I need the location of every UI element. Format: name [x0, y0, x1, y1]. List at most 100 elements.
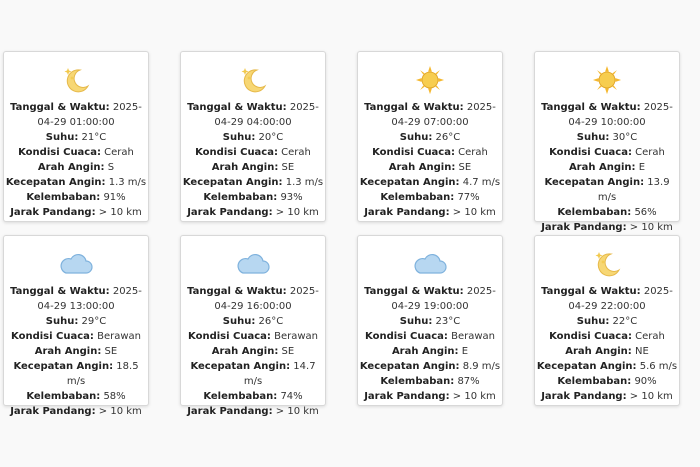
temp-row: Suhu: 29°C	[4, 314, 148, 329]
humidity-value: 90%	[634, 376, 657, 387]
wind-direction-row: Arah Angin: E	[358, 344, 502, 359]
wind-direction-value: SE	[281, 346, 295, 357]
visibility-row: Jarak Pandang: > 10 km	[358, 389, 502, 404]
datetime-value: 2025-04-29 04:00:00	[214, 102, 319, 128]
wind-speed-row: Kecepatan Angin: 1.3 m/s	[181, 175, 325, 190]
forecast-card: Tanggal & Waktu: 2025-04-29 13:00:00 Suhu…	[3, 235, 149, 417]
humidity-label: Kelembaban:	[203, 391, 278, 402]
wind-speed-label: Kecepatan Angin:	[544, 177, 645, 188]
forecast-card: Tanggal & Waktu: 2025-04-29 07:00:00 Suhu…	[357, 51, 503, 222]
wind-direction-label: Arah Angin:	[34, 346, 102, 357]
wind-direction-label: Arah Angin:	[391, 346, 459, 357]
visibility-row: Jarak Pandang: > 10 km	[535, 220, 679, 235]
forecast-card: Tanggal & Waktu: 2025-04-29 22:00:00 Suhu…	[534, 235, 680, 406]
condition-label: Kondisi Cuaca:	[11, 331, 94, 342]
condition-value: Berawan	[274, 331, 318, 342]
humidity-label: Kelembaban:	[203, 192, 278, 203]
condition-row: Kondisi Cuaca: Berawan	[358, 329, 502, 344]
condition-value: Berawan	[451, 331, 495, 342]
wind-speed-label: Kecepatan Angin:	[536, 361, 637, 372]
datetime-label: Tanggal & Waktu:	[541, 102, 641, 113]
datetime-row: Tanggal & Waktu: 2025-04-29 04:00:00	[181, 100, 325, 130]
temp-row: Suhu: 26°C	[181, 314, 325, 329]
visibility-label: Jarak Pandang:	[187, 207, 273, 218]
sun-icon	[358, 64, 502, 96]
wind-direction-value: E	[638, 162, 646, 173]
wind-speed-value: 18.5 m/s	[66, 361, 139, 387]
datetime-value: 2025-04-29 13:00:00	[37, 286, 142, 312]
wind-speed-row: Kecepatan Angin: 18.5 m/s	[4, 359, 148, 389]
visibility-row: Jarak Pandang: > 10 km	[535, 389, 679, 404]
condition-value: Berawan	[97, 331, 141, 342]
datetime-value: 2025-04-29 16:00:00	[214, 286, 319, 312]
wind-speed-value: 5.6 m/s	[639, 361, 678, 372]
humidity-label: Kelembaban:	[380, 192, 455, 203]
temp-row: Suhu: 23°C	[358, 314, 502, 329]
humidity-value: 77%	[457, 192, 480, 203]
datetime-value: 2025-04-29 19:00:00	[391, 286, 496, 312]
condition-row: Kondisi Cuaca: Cerah	[181, 145, 325, 160]
wind-speed-row: Kecepatan Angin: 5.6 m/s	[535, 359, 679, 374]
visibility-value: > 10 km	[452, 207, 496, 218]
wind-direction-value: SE	[281, 162, 295, 173]
temp-value: 30°C	[612, 132, 638, 143]
temp-label: Suhu:	[576, 316, 610, 327]
temp-value: 23°C	[435, 316, 461, 327]
humidity-value: 91%	[103, 192, 126, 203]
condition-label: Kondisi Cuaca:	[372, 147, 455, 158]
visibility-label: Jarak Pandang:	[187, 406, 273, 417]
wind-direction-label: Arah Angin:	[211, 346, 279, 357]
wind-direction-value: SE	[104, 346, 118, 357]
wind-speed-label: Kecepatan Angin:	[190, 361, 291, 372]
humidity-label: Kelembaban:	[557, 376, 632, 387]
temp-label: Suhu:	[399, 132, 433, 143]
wind-speed-value: 1.3 m/s	[108, 177, 147, 188]
humidity-row: Kelembaban: 58%	[4, 389, 148, 404]
visibility-row: Jarak Pandang: > 10 km	[4, 205, 148, 220]
cloud-icon	[181, 248, 325, 280]
humidity-row: Kelembaban: 77%	[358, 190, 502, 205]
wind-speed-row: Kecepatan Angin: 1.3 m/s	[4, 175, 148, 190]
condition-label: Kondisi Cuaca:	[549, 147, 632, 158]
temp-value: 20°C	[258, 132, 284, 143]
humidity-label: Kelembaban:	[26, 391, 101, 402]
wind-speed-row: Kecepatan Angin: 4.7 m/s	[358, 175, 502, 190]
wind-speed-value: 1.3 m/s	[285, 177, 324, 188]
humidity-value: 93%	[280, 192, 303, 203]
temp-row: Suhu: 21°C	[4, 130, 148, 145]
moon-icon	[535, 248, 679, 280]
humidity-row: Kelembaban: 87%	[358, 374, 502, 389]
wind-direction-value: SE	[458, 162, 472, 173]
datetime-label: Tanggal & Waktu:	[187, 102, 287, 113]
condition-row: Kondisi Cuaca: Cerah	[358, 145, 502, 160]
datetime-label: Tanggal & Waktu:	[187, 286, 287, 297]
wind-speed-label: Kecepatan Angin:	[13, 361, 114, 372]
datetime-label: Tanggal & Waktu:	[364, 102, 464, 113]
wind-direction-row: Arah Angin: SE	[181, 344, 325, 359]
forecast-card: Tanggal & Waktu: 2025-04-29 04:00:00 Suhu…	[180, 51, 326, 222]
forecast-card: Tanggal & Waktu: 2025-04-29 10:00:00 Suhu…	[534, 51, 680, 233]
humidity-value: 87%	[457, 376, 480, 387]
wind-direction-label: Arah Angin:	[37, 162, 105, 173]
datetime-row: Tanggal & Waktu: 2025-04-29 16:00:00	[181, 284, 325, 314]
wind-speed-value: 14.7 m/s	[243, 361, 316, 387]
condition-value: Cerah	[635, 331, 665, 342]
temp-value: 29°C	[81, 316, 107, 327]
temp-label: Suhu:	[45, 316, 79, 327]
visibility-label: Jarak Pandang:	[364, 391, 450, 402]
temp-row: Suhu: 26°C	[358, 130, 502, 145]
datetime-value: 2025-04-29 22:00:00	[568, 286, 673, 312]
wind-direction-row: Arah Angin: SE	[181, 160, 325, 175]
condition-label: Kondisi Cuaca:	[549, 331, 632, 342]
cloud-icon	[4, 248, 148, 280]
moon-icon	[181, 64, 325, 96]
wind-direction-row: Arah Angin: SE	[358, 160, 502, 175]
wind-speed-value: 13.9 m/s	[597, 177, 670, 203]
condition-row: Kondisi Cuaca: Berawan	[181, 329, 325, 344]
wind-speed-label: Kecepatan Angin:	[359, 361, 460, 372]
visibility-value: > 10 km	[629, 391, 673, 402]
visibility-label: Jarak Pandang:	[364, 207, 450, 218]
temp-row: Suhu: 20°C	[181, 130, 325, 145]
forecast-card: Tanggal & Waktu: 2025-04-29 01:00:00 Suhu…	[3, 51, 149, 222]
wind-speed-row: Kecepatan Angin: 13.9 m/s	[535, 175, 679, 205]
